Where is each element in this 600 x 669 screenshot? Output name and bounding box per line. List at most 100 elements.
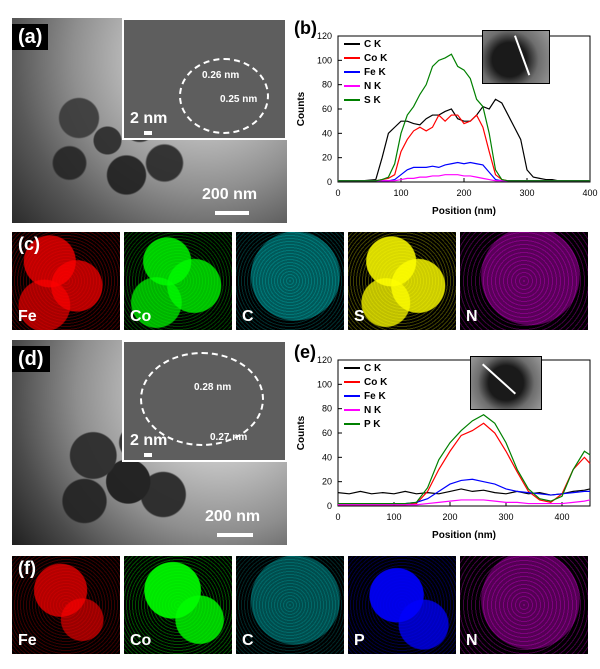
hrtem-inset-a: 0.26 nm 0.25 nm 2 nm — [122, 18, 287, 140]
tem-image-a: (a) 0.26 nm 0.25 nm 2 nm 200 nm — [12, 18, 287, 223]
chart-b-series-4 — [338, 53, 590, 182]
panel-label-b: (b) — [294, 18, 317, 38]
scale-bar-a — [215, 211, 249, 215]
map-fe-c: Fe — [12, 232, 120, 330]
panel-label-a: (a) — [12, 24, 49, 50]
chart-e-xtick-label-2: 200 — [442, 512, 457, 522]
chart-e-xlabel: Position (nm) — [432, 530, 496, 541]
chart-e-ytick-label-5: 100 — [317, 379, 332, 389]
map-fe-c-texture — [12, 232, 120, 330]
map-label-n-c: N — [466, 308, 478, 325]
chart-b-xtick-label-1: 100 — [393, 188, 408, 198]
map-n-f: N — [460, 556, 588, 654]
chart-e-ytick-label-4: 80 — [322, 404, 332, 414]
chart-e-ytick-label-2: 40 — [322, 452, 332, 462]
chart-b-ytick-label-2: 40 — [322, 128, 332, 138]
map-s-c: S — [348, 232, 456, 330]
chart-e-series-4 — [338, 414, 591, 505]
map-label-co-c: Co — [130, 308, 152, 325]
map-co-f-texture — [124, 556, 232, 654]
chart-b-svg: 0 20 40 60 80 100 120 0 100 200 300 400 Position (nm… — [296, 31, 598, 217]
chart-b-legend-label-1: Co K — [364, 53, 388, 64]
chart-e-svg: 0 20 40 60 80 100 120 0 100 200 300 400 Position (nm… — [296, 355, 591, 541]
chart-b-ytick-label-4: 80 — [322, 80, 332, 90]
elemental-maps-c: Fe Co C S N (c) — [12, 232, 588, 330]
chart-e-series-3 — [338, 499, 591, 506]
chart-b-legend-label-4: S K — [364, 95, 381, 106]
chart-b-ytick-label-1: 20 — [322, 153, 332, 163]
chart-b-ytick-label-0: 0 — [327, 177, 332, 187]
chart-e-legend-label-4: P K — [364, 419, 381, 430]
map-fe-f: Fe — [12, 556, 120, 654]
chart-e-legend-label-3: N K — [364, 405, 382, 416]
lattice-region-outline-d — [140, 352, 264, 446]
chart-b-legend-label-2: Fe K — [364, 67, 386, 78]
elemental-maps-f: Fe Co C P N (f) — [12, 556, 588, 654]
map-label-c-f: C — [242, 632, 254, 649]
map-s-c-texture — [348, 232, 456, 330]
map-label-c-c: C — [242, 308, 254, 325]
chart-e-series-0 — [337, 488, 591, 496]
map-co-c-texture — [124, 232, 232, 330]
line-scan-chart-b: (b) 0 20 40 60 80 100 120 0 100 200 300 400 Position… — [292, 18, 598, 228]
inset-scale-bar-d — [144, 453, 152, 457]
line-scan-chart-e: (e) 0 20 40 60 80 100 120 0 100 200 300 400 Position… — [292, 342, 598, 552]
panel-label-f: (f) — [18, 558, 36, 578]
chart-e-legend-label-0: C K — [364, 363, 382, 374]
chart-e-ytick-label-1: 20 — [322, 477, 332, 487]
chart-b-xtick-label-4: 400 — [582, 188, 597, 198]
chart-b-legend-label-0: C K — [364, 39, 382, 50]
chart-b-xtick-label-0: 0 — [335, 188, 340, 198]
map-c-c: C — [236, 232, 344, 330]
chart-e-xtick-label-4: 400 — [554, 512, 569, 522]
map-co-c: Co — [124, 232, 232, 330]
d-spacing-1: 0.26 nm — [202, 70, 240, 81]
chart-e-xtick-label-1: 100 — [386, 512, 401, 522]
scale-label-d: 200 nm — [205, 508, 261, 525]
d-spacing-2-d: 0.27 nm — [210, 432, 248, 443]
map-label-fe-f: Fe — [18, 632, 37, 649]
chart-e-ytick-label-6: 120 — [317, 355, 332, 365]
inset-scale-label-d: 2 nm — [130, 432, 168, 449]
chart-e-xtick-label-3: 300 — [498, 512, 513, 522]
panel-label-c: (c) — [18, 234, 40, 254]
map-p-f: P — [348, 556, 456, 654]
scale-label-a: 200 nm — [202, 186, 258, 203]
chart-b-series-0 — [338, 98, 590, 182]
chart-b-xtick-label-2: 200 — [456, 188, 471, 198]
chart-b-ytick-label-5: 100 — [317, 55, 332, 65]
d-spacing-1-d: 0.28 nm — [194, 382, 232, 393]
panel-label-e: (e) — [294, 342, 316, 362]
chart-e-xtick-label-0: 0 — [335, 512, 340, 522]
chart-b-xlabel: Position (nm) — [432, 206, 496, 217]
map-p-f-texture — [348, 556, 456, 654]
map-label-n-f: N — [466, 632, 478, 649]
chart-b-ytick-label-6: 120 — [317, 31, 332, 41]
chart-b-legend-label-3: N K — [364, 81, 382, 92]
map-label-s-c: S — [354, 308, 365, 325]
panel-label-d: (d) — [12, 346, 50, 372]
map-n-c-texture — [460, 232, 588, 330]
map-n-f-texture — [460, 556, 588, 654]
map-label-fe-c: Fe — [18, 308, 37, 325]
hrtem-inset-d: 0.28 nm 0.27 nm 2 nm — [122, 340, 287, 462]
chart-e-series-1 — [338, 422, 591, 506]
map-c-c-texture — [236, 232, 344, 330]
chart-e-legend-label-2: Fe K — [364, 391, 386, 402]
map-label-co-f: Co — [130, 632, 152, 649]
map-n-c: N — [460, 232, 588, 330]
map-c-f: C — [236, 556, 344, 654]
lattice-region-outline — [179, 58, 269, 134]
inset-scale-label-a: 2 nm — [130, 110, 168, 127]
chart-b-series-1 — [338, 114, 590, 182]
map-co-f: Co — [124, 556, 232, 654]
chart-e-ytick-label-0: 0 — [327, 501, 332, 511]
scale-bar-d — [217, 533, 253, 537]
chart-e-ytick-label-3: 60 — [322, 428, 332, 438]
chart-e-legend-label-1: Co K — [364, 377, 388, 388]
chart-b-ylabel: Counts — [296, 91, 307, 126]
map-label-p-f: P — [354, 632, 365, 649]
chart-b-ytick-label-3: 60 — [322, 104, 332, 114]
inset-scale-bar-a — [144, 131, 152, 135]
tem-image-d: (d) 0.28 nm 0.27 nm 2 nm 200 nm — [12, 340, 287, 545]
